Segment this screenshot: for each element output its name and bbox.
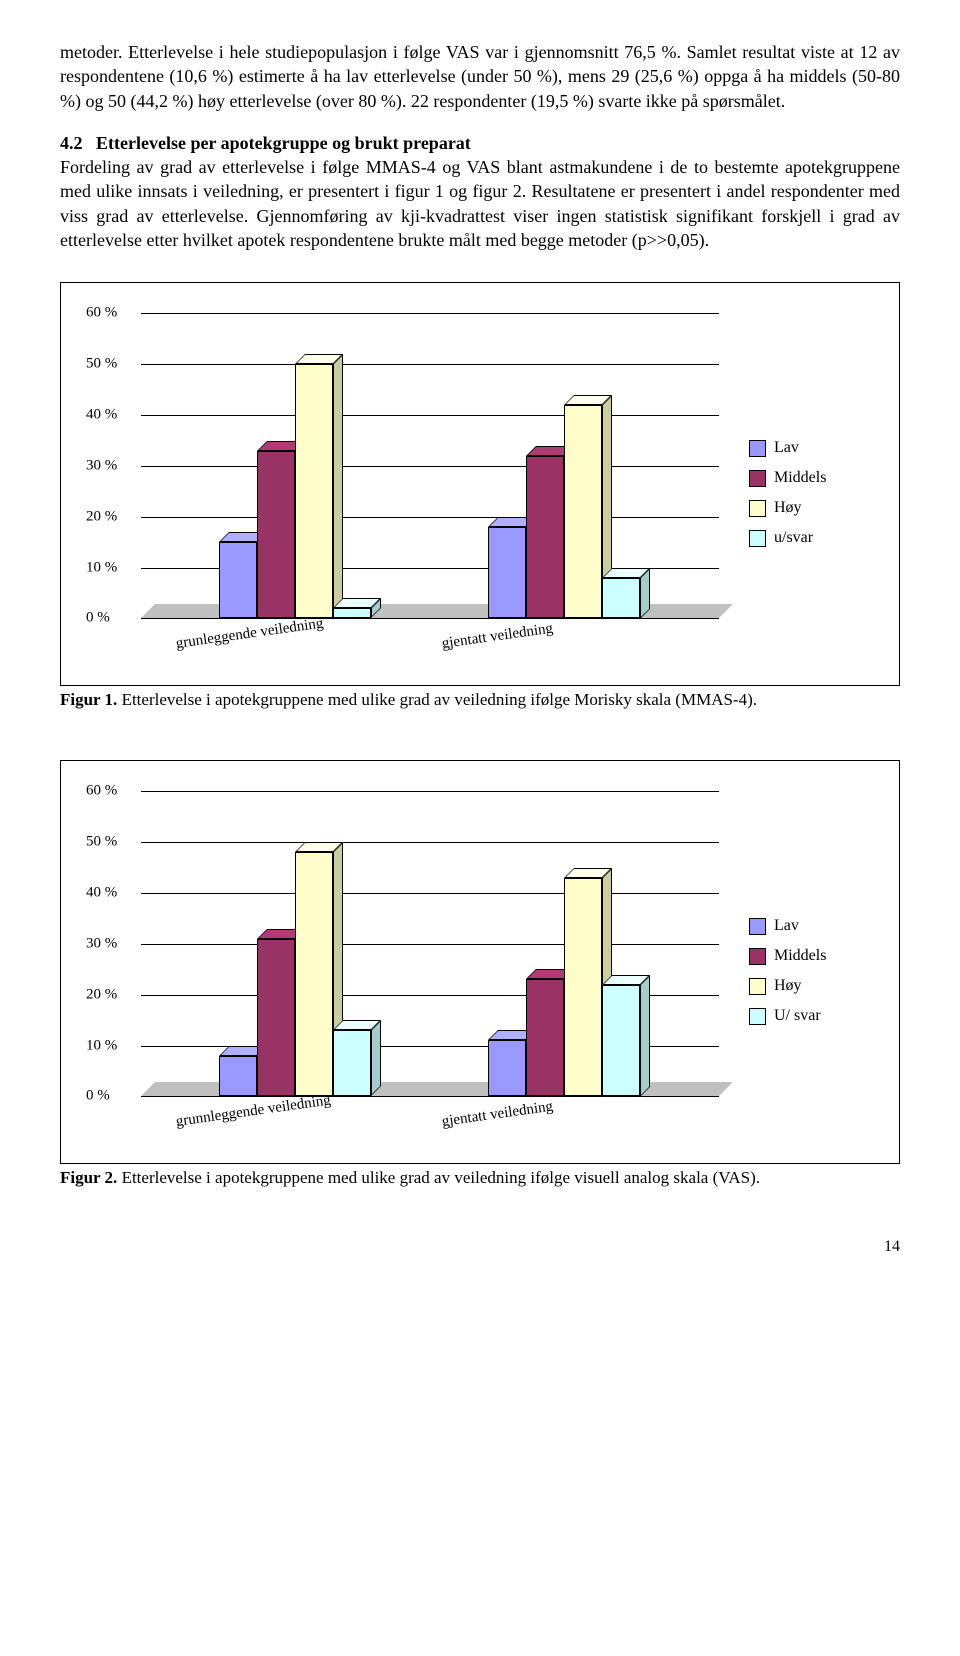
legend-item: Høy [749, 977, 879, 995]
bar [219, 313, 257, 618]
x-axis-label: gjentatt veiledning [440, 621, 553, 653]
legend-item: Høy [749, 499, 879, 517]
x-axis-label: grunleggende veiledning [174, 616, 324, 654]
bar [295, 791, 333, 1096]
y-axis-label: 20 % [86, 986, 117, 1003]
y-axis-label: 10 % [86, 559, 117, 576]
bar [488, 313, 526, 618]
y-axis-label: 0 % [86, 1088, 110, 1105]
y-axis-label: 60 % [86, 783, 117, 800]
paragraph-1: metoder. Etterlevelse i hele studiepopul… [60, 40, 900, 113]
bar [526, 313, 564, 618]
legend: Lav Middels Høy U/ svar [729, 791, 879, 1151]
legend-item: Lav [749, 439, 879, 457]
bar [257, 791, 295, 1096]
legend-item: Middels [749, 947, 879, 965]
bar [333, 313, 371, 618]
section-num: 4.2 [60, 133, 83, 153]
bar [333, 791, 371, 1096]
legend-item: u/svar [749, 529, 879, 547]
y-axis-label: 60 % [86, 305, 117, 322]
figure-2-chart: 0 % 10 % 20 % 30 % 40 % 50 % 60 % grunnleggende… [60, 760, 900, 1164]
section-title: Etterlevelse per apotekgruppe og brukt p… [96, 133, 471, 153]
page-number: 14 [60, 1238, 900, 1256]
legend-item: Middels [749, 469, 879, 487]
bar [564, 791, 602, 1096]
bar [488, 791, 526, 1096]
figure-1-caption: Figur 1. Etterlevelse i apotekgruppene m… [60, 690, 900, 710]
y-axis-label: 10 % [86, 1037, 117, 1054]
y-axis-label: 30 % [86, 935, 117, 952]
bar [602, 313, 640, 618]
paragraph-2: Fordeling av grad av etterlevelse i følg… [60, 157, 900, 250]
x-axis-label: grunnleggende veiledning [174, 1093, 331, 1132]
y-axis-label: 40 % [86, 407, 117, 424]
bar [219, 791, 257, 1096]
legend: Lav Middels Høy u/svar [729, 313, 879, 673]
y-axis-label: 50 % [86, 834, 117, 851]
figure-2-caption: Figur 2. Etterlevelse i apotekgruppene m… [60, 1168, 900, 1188]
legend-item: U/ svar [749, 1007, 879, 1025]
legend-item: Lav [749, 917, 879, 935]
x-axis-label: gjentatt veiledning [440, 1099, 553, 1131]
bar [564, 313, 602, 618]
bar [526, 791, 564, 1096]
y-axis-label: 50 % [86, 356, 117, 373]
y-axis-label: 40 % [86, 885, 117, 902]
y-axis-label: 20 % [86, 508, 117, 525]
bar [257, 313, 295, 618]
figure-1-chart: 0 % 10 % 20 % 30 % 40 % 50 % 60 % grunleggende … [60, 282, 900, 686]
y-axis-label: 30 % [86, 457, 117, 474]
bar [295, 313, 333, 618]
y-axis-label: 0 % [86, 610, 110, 627]
section-4-2: 4.2 Etterlevelse per apotekgruppe og bru… [60, 131, 900, 252]
bar [602, 791, 640, 1096]
